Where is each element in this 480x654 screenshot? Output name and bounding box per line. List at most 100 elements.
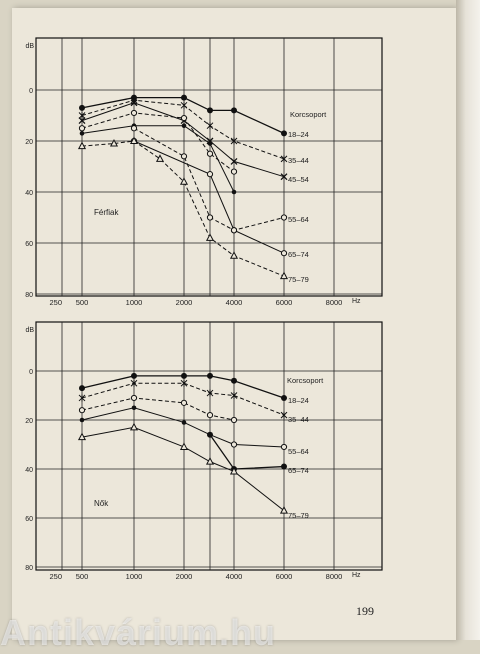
x-tick-label: 2000 (176, 572, 193, 581)
data-point (79, 385, 85, 392)
data-point (231, 377, 237, 384)
page-edge (456, 0, 480, 640)
series-35–44: 35–44 (78, 379, 309, 424)
y-tick-label: 80 (25, 565, 33, 572)
data-point (77, 432, 87, 441)
data-point (230, 227, 238, 234)
data-point (280, 155, 288, 163)
x-tick-label: 250 (49, 572, 62, 581)
data-point (280, 214, 288, 221)
x-axis-unit: Hz (352, 572, 361, 579)
data-point (281, 394, 287, 401)
x-tick-label: 250 (49, 298, 62, 307)
series-line (133, 140, 285, 254)
series-line (209, 434, 285, 470)
x-tick-label: 2000 (176, 298, 193, 307)
data-point (206, 122, 214, 130)
series-55–64: 55–64 (230, 441, 309, 456)
y-tick-label: 40 (25, 190, 33, 197)
x-tick-label: 500 (76, 572, 89, 581)
data-point (231, 189, 237, 195)
y-tick-label: 80 (25, 292, 33, 299)
series-unlabeled-4 (79, 405, 237, 447)
data-point (206, 171, 214, 178)
data-point (180, 379, 188, 387)
data-point (78, 125, 86, 132)
series-line (81, 97, 285, 134)
data-point (181, 420, 187, 425)
data-point (131, 405, 137, 411)
data-point (155, 154, 165, 162)
panel-label: Nők (94, 499, 109, 508)
data-point (206, 214, 214, 221)
x-tick-label: 8000 (326, 572, 343, 581)
data-point (207, 107, 213, 114)
y-tick-label: 60 (25, 516, 33, 523)
legend-entry: 35–44 (288, 415, 309, 424)
x-tick-label: 8000 (326, 298, 343, 307)
legend-title: Korcsoport (290, 110, 327, 119)
data-point (206, 389, 214, 397)
legend-entry: 18–24 (288, 130, 309, 139)
series-unlabeled-5 (79, 123, 237, 195)
x-tick-label: 1000 (126, 298, 143, 307)
data-point (207, 431, 213, 438)
legend-entry: 65–74 (288, 250, 309, 259)
legend-entry: 65–74 (288, 466, 309, 475)
data-point (229, 251, 239, 259)
x-tick-label: 4000 (226, 572, 243, 581)
data-point (280, 411, 288, 419)
data-point (109, 138, 119, 147)
y-tick-label: 20 (25, 418, 33, 425)
panel-label: Férfiak (94, 208, 119, 217)
data-point (77, 141, 87, 150)
data-point (207, 141, 213, 146)
x-tick-label: 500 (76, 298, 89, 307)
y-tick-label: 20 (25, 139, 33, 146)
series-35–44: 35–44 (78, 96, 309, 165)
page-number: 199 (356, 604, 374, 618)
chart-panel-1: dB 0 20 40 60 80 250 500 1000 2000 4000 6000 8000 Hz F… (25, 37, 383, 307)
x-axis-unit: Hz (352, 298, 361, 305)
data-point (230, 441, 238, 448)
data-point (206, 412, 214, 419)
data-point (78, 394, 86, 402)
y-axis-unit: dB (25, 327, 34, 334)
data-point (279, 506, 289, 514)
data-point (180, 114, 188, 122)
legend-entry: 18–24 (288, 396, 309, 405)
data-point (281, 130, 287, 137)
x-tick-label: 1000 (126, 572, 143, 581)
data-point (230, 392, 238, 399)
data-point (207, 372, 213, 379)
data-point (130, 394, 138, 402)
data-point (181, 123, 187, 128)
data-point (130, 125, 138, 132)
data-point (205, 233, 215, 241)
data-point (130, 99, 138, 107)
data-point (79, 104, 85, 111)
data-point (230, 168, 238, 175)
series-line (81, 99, 285, 160)
series-line (233, 444, 285, 448)
series-line (81, 382, 285, 416)
plot-frame (35, 37, 383, 297)
series-unlabeled-3 (78, 394, 238, 424)
data-point (131, 372, 137, 379)
series-75–79: 75–79 (77, 136, 309, 284)
data-point (205, 457, 215, 465)
data-point (78, 112, 86, 119)
data-point (78, 407, 86, 414)
data-point (79, 131, 85, 136)
y-tick-label: 40 (25, 467, 33, 474)
y-tick-label: 0 (29, 369, 33, 376)
legend-entry: 35–44 (288, 156, 309, 165)
x-tick-label: 6000 (276, 572, 293, 581)
legend-entry: 75–79 (288, 275, 309, 284)
data-point (181, 372, 187, 379)
audiogram-figure: dB 0 20 40 60 80 250 500 1000 2000 4000 6000 8000 Hz F… (25, 37, 383, 581)
data-point (229, 466, 239, 475)
series-75–79: 75–79 (77, 422, 309, 520)
series-line (81, 102, 285, 178)
data-point (280, 250, 288, 257)
